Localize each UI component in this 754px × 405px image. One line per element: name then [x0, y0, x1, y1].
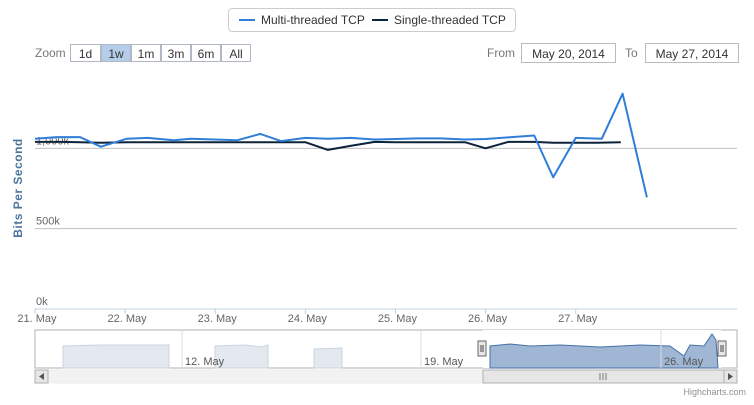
legend-item-single-threaded[interactable]: Single-threaded TCP — [372, 13, 506, 27]
y-gridlines — [35, 147, 737, 230]
zoom-button-6m[interactable]: 6m — [191, 44, 221, 62]
zoom-button-1d[interactable]: 1d — [70, 44, 101, 62]
zoom-button-3m[interactable]: 3m — [161, 44, 191, 62]
series-line-single-threaded-tcp[interactable] — [35, 140, 621, 151]
scrollbar-grip-icon — [599, 373, 607, 380]
y-tick-label: 500k — [36, 216, 60, 228]
x-tick-label: 24. May — [288, 313, 328, 325]
to-label: To — [625, 46, 638, 60]
navigator-area-2 — [214, 344, 269, 369]
navigator-area-1 — [62, 344, 170, 369]
y-tick-label: 0k — [36, 296, 48, 308]
to-date-input[interactable]: May 27, 2014 — [645, 43, 739, 63]
y-axis-title: Bits Per Second — [11, 138, 25, 238]
legend-swatch-multi — [239, 18, 255, 21]
legend-label-multi: Multi-threaded TCP — [261, 13, 365, 27]
navigator-tick-3: 26. May — [664, 356, 704, 368]
x-tick-label: 21. May — [17, 313, 57, 325]
series-lines — [34, 92, 648, 198]
navigator-tick-1: 12. May — [185, 356, 225, 368]
x-tick-label: 25. May — [378, 313, 418, 325]
navigator-tick-2: 19. May — [424, 356, 464, 368]
series-line-multi-threaded-tcp[interactable] — [34, 92, 648, 198]
navigator-handle-right[interactable] — [717, 340, 727, 357]
x-tick-label: 27. May — [558, 313, 598, 325]
x-tick-label: 22. May — [108, 313, 148, 325]
zoom-label: Zoom — [35, 46, 66, 60]
zoom-button-1m[interactable]: 1m — [131, 44, 161, 62]
legend-label-single: Single-threaded TCP — [394, 13, 506, 27]
scrollbar[interactable] — [34, 369, 738, 384]
chart-legend: Multi-threaded TCP Single-threaded TCP — [228, 8, 516, 32]
legend-swatch-single — [372, 18, 388, 21]
x-tick-label: 26. May — [468, 313, 508, 325]
from-date-input[interactable]: May 20, 2014 — [521, 43, 616, 63]
credits-link[interactable]: Highcharts.com — [683, 387, 746, 397]
navigator-handle-left[interactable] — [477, 340, 487, 357]
navigator[interactable]: 12. May 19. May 26. May — [34, 329, 738, 369]
zoom-button-1w[interactable]: 1w — [101, 44, 131, 62]
scrollbar-right-arrow-icon — [728, 373, 733, 380]
x-axis-ticks: 21. May 22. May 23. May 24. May 25. May 26. M… — [17, 309, 598, 325]
legend-item-multi-threaded[interactable]: Multi-threaded TCP — [239, 13, 365, 27]
from-label: From — [487, 46, 515, 60]
navigator-area-3 — [313, 347, 343, 369]
scrollbar-left-arrow-icon — [39, 373, 44, 380]
zoom-button-all[interactable]: All — [221, 44, 251, 62]
x-tick-label: 23. May — [198, 313, 238, 325]
